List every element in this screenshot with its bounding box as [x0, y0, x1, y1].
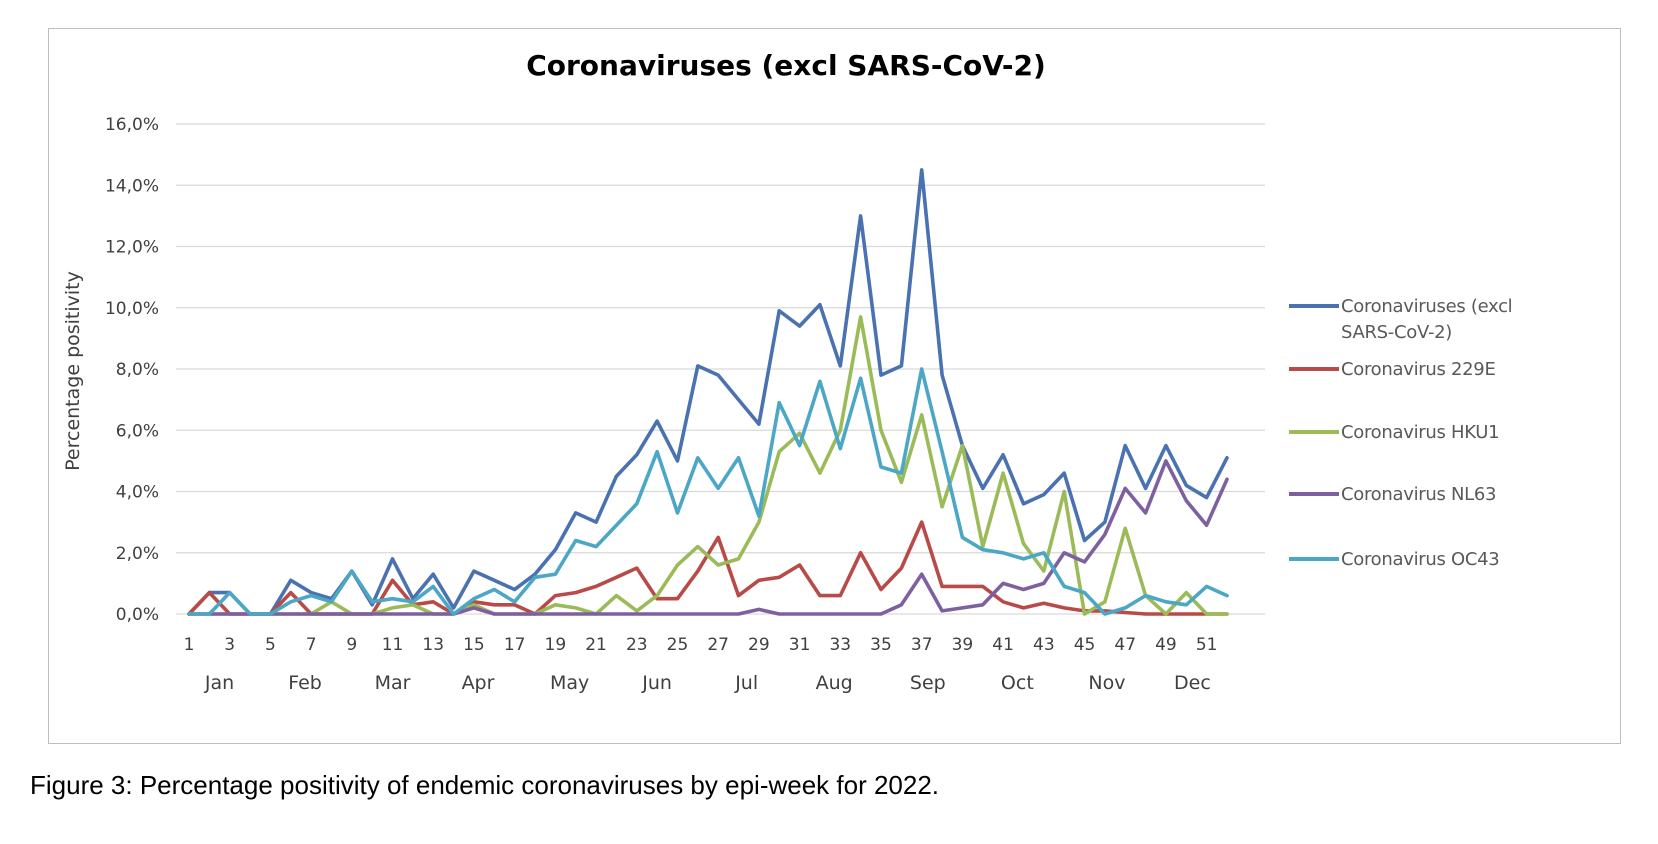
month-label: Mar [375, 672, 411, 694]
x-tick-label: 47 [1114, 635, 1136, 655]
month-label: Jul [734, 672, 758, 694]
legend-label: Coronavirus OC43 [1341, 549, 1499, 570]
month-label: Sep [910, 672, 946, 694]
x-tick-label: 29 [748, 635, 770, 655]
x-tick-label: 13 [422, 635, 444, 655]
chart-title: Coronaviruses (excl SARS-CoV-2) [526, 49, 1046, 82]
month-label: Aug [816, 672, 853, 694]
x-tick-label: 15 [463, 635, 485, 655]
month-label: May [550, 672, 589, 694]
x-tick-label: 49 [1155, 635, 1177, 655]
month-label: Nov [1088, 672, 1125, 694]
series-layer [187, 168, 1229, 616]
y-tick-label: 2,0% [116, 544, 159, 564]
legend: Coronaviruses (excl SARS-CoV-2) Coronaviru… [1289, 296, 1513, 570]
y-tick-label: 12,0% [105, 238, 159, 258]
month-label: Oct [1001, 672, 1034, 694]
x-axis-ticks: 1 3 5 7 9 11 13 15 17 19 21 23 25 27 29 31 33 35 37 39 41 43 4… [184, 635, 1218, 655]
x-tick-label: 45 [1074, 635, 1096, 655]
y-tick-label: 14,0% [105, 176, 159, 196]
y-tick-label: 10,0% [105, 299, 159, 319]
x-tick-label: 23 [626, 635, 648, 655]
x-tick-label: 21 [585, 635, 607, 655]
x-tick-label: 19 [545, 635, 567, 655]
x-tick-label: 17 [504, 635, 526, 655]
month-label: Dec [1174, 672, 1211, 694]
legend-label: Coronavirus NL63 [1341, 484, 1496, 505]
y-tick-label: 6,0% [116, 421, 159, 441]
x-tick-label: 27 [707, 635, 729, 655]
series-line [187, 367, 1229, 616]
x-tick-label: 39 [952, 635, 974, 655]
month-label: Jun [641, 672, 672, 694]
x-tick-label: 41 [992, 635, 1014, 655]
y-axis-ticks: 0,0% 2,0% 4,0% 6,0% 8,0% 10,0% 12,0% 14,0% 16,0% [105, 115, 159, 625]
figure-caption: Figure 3: Percentage positivity of endem… [30, 770, 940, 800]
month-labels: Jan Feb Mar Apr May Jun Jul Aug Sep Oct Nov Dec [204, 672, 1211, 694]
y-tick-label: 0,0% [116, 605, 159, 625]
month-label: Apr [462, 672, 495, 694]
x-tick-label: 25 [667, 635, 689, 655]
x-tick-label: 33 [829, 635, 851, 655]
x-tick-label: 7 [306, 635, 317, 655]
x-tick-label: 1 [184, 635, 195, 655]
x-tick-label: 43 [1033, 635, 1055, 655]
chart-frame: Coronaviruses (excl SARS-CoV-2) 0,0% 2,0%… [48, 28, 1621, 744]
x-tick-label: 11 [382, 635, 404, 655]
month-label: Jan [204, 672, 234, 694]
x-tick-label: 5 [265, 635, 276, 655]
legend-label: Coronavirus 229E [1341, 359, 1496, 380]
x-tick-label: 31 [789, 635, 811, 655]
y-tick-label: 16,0% [105, 115, 159, 135]
grid-layer [176, 123, 1265, 615]
y-axis-label: Percentage positivity [62, 271, 84, 471]
chart-svg: Coronaviruses (excl SARS-CoV-2) 0,0% 2,0%… [62, 49, 1513, 694]
x-tick-label: 51 [1196, 635, 1218, 655]
x-tick-label: 35 [870, 635, 892, 655]
legend-label: Coronavirus HKU1 [1341, 422, 1499, 443]
month-label: Feb [288, 672, 322, 694]
y-tick-label: 4,0% [116, 483, 159, 503]
legend-label: Coronaviruses (excl SARS-CoV-2) [1341, 296, 1512, 343]
series-line [187, 315, 1229, 616]
x-tick-label: 37 [911, 635, 933, 655]
series-line [187, 168, 1229, 616]
x-tick-label: 3 [224, 635, 235, 655]
x-tick-label: 9 [346, 635, 357, 655]
y-tick-label: 8,0% [116, 360, 159, 380]
